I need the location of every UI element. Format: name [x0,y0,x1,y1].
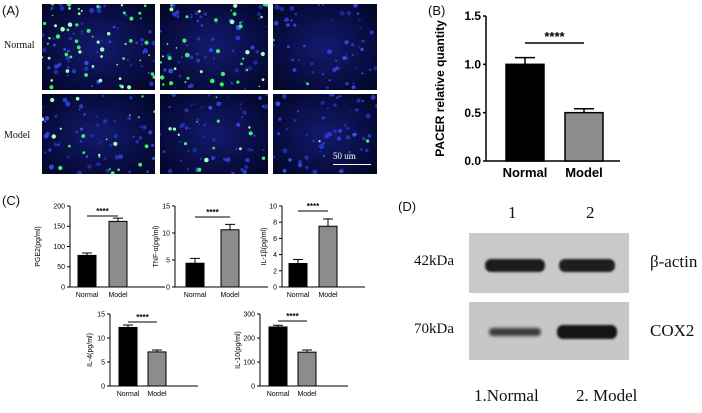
significance-stars: **** [544,29,565,44]
y-tick-label: 100 [53,244,65,251]
lane-label-2: 2 [586,203,595,222]
x-tick-label: Model [108,292,128,299]
bar-normal [118,326,138,387]
y-tick-label: 50 [57,264,65,271]
y-tick-label: 0 [251,383,255,390]
y-tick-label: 150 [53,224,65,231]
bar-normal [268,326,288,387]
y-axis-label: PACER relative quantity [433,20,447,157]
y-tick-label: 0 [166,284,170,291]
y-tick-label: 6 [273,236,277,243]
row-label-normal: Normal [4,40,35,51]
x-tick-label: Model [147,391,167,398]
y-tick-label: 5 [101,359,105,366]
y-axis-label: IL-10(pg/ml) [235,331,242,369]
y-tick-label: 0.0 [464,154,481,168]
y-tick-label: 5 [166,257,170,264]
chart-pge2: 0 50 100 150 200 PGE2(pg/ml) Normal Model **** [35,203,165,299]
protein-label-cox2: COX2 [650,321,695,340]
protein-label-actin: β-actin [650,252,698,271]
x-tick-label: Model [220,292,240,299]
y-tick-label: 8 [273,220,277,227]
y-tick-label: 1.5 [464,9,481,23]
x-tick-label: Normal [287,292,310,299]
panel-b-label: (B) [428,3,446,18]
x-tick-label: Normal [76,292,99,299]
y-axis-label: TNF-α(pg/ml) [153,226,160,268]
band-actin-2 [559,259,615,272]
band-actin-1 [485,259,545,272]
y-tick-label: 0 [61,284,65,291]
bar-normal [185,262,205,288]
scale-bar: 50 um [333,151,371,165]
x-tick-label: Model [318,292,338,299]
y-tick-label: 2 [273,268,277,275]
significance-stars: **** [136,313,149,322]
y-tick-label: 4 [273,252,277,259]
weight-label-70: 70kDa [414,321,454,337]
bar-model [147,351,167,387]
bar-model [108,220,128,288]
panel-c-label: (C) [2,193,21,208]
bar-model [318,225,338,288]
chart-tnf: 0 5 10 15 TNF-α(pg/ml) Normal Model **** [153,203,268,299]
y-tick-label: 200 [53,203,65,210]
y-tick-label: 15 [97,311,105,318]
bar-normal [77,254,97,288]
band-cox2-1 [489,328,541,336]
y-tick-label: 200 [243,335,255,342]
significance-stars: **** [206,208,219,217]
lane-label-1: 1 [508,203,517,222]
x-tick-label: Model [297,391,317,398]
x-tick-label: Normal [267,391,290,398]
y-axis-label: IL-1β(pg/ml) [261,228,268,266]
micrograph-model-1 [42,94,155,174]
panel-d-label: (D) [398,199,417,214]
micrograph-normal-3 [273,4,377,90]
y-tick-label: 300 [243,311,255,318]
significance-stars: **** [286,312,299,321]
y-tick-label: 10 [97,335,105,342]
x-tick-label: Normal [503,165,548,180]
y-tick-label: 100 [243,359,255,366]
scale-bar-label: 50 um [333,151,356,161]
y-tick-label: 0.5 [464,106,481,120]
y-axis-label: PGE2(pg/ml) [35,226,42,266]
y-tick-label: 0 [101,383,105,390]
chart-il10: 0 100 200 300 IL-10(pg/ml) Normal Model **** [235,311,348,398]
band-cox2-2 [557,325,617,339]
blot-cox2 [469,302,629,360]
row-label-model: Model [4,130,31,141]
bar-normal [505,63,545,162]
y-tick-label: 10 [269,203,277,210]
panel-a-label: (A) [2,3,20,18]
bar-normal [288,263,308,288]
x-tick-label: Model [565,165,603,180]
micrograph-normal-1 [42,4,155,90]
chart-il4: 0 5 10 15 IL-4(pg/ml) Normal Model **** [87,311,198,398]
scale-bar-line [333,164,371,165]
weight-label-42: 42kDa [414,253,454,269]
y-tick-label: 0 [273,284,277,291]
x-tick-label: Normal [117,391,140,398]
y-tick-label: 15 [162,203,170,210]
chart-il1b: 0 2 4 6 8 10 IL-1β(pg/ml) Normal Model **** [261,202,365,299]
micrograph-model-2 [160,94,268,174]
lane-legend-model: 2. Model [576,386,638,405]
y-tick-label: 10 [162,230,170,237]
micrograph-normal-2 [160,4,268,90]
blot-beta-actin [469,233,629,293]
bar-model [297,351,317,387]
bar-model [220,229,240,288]
significance-stars: **** [96,207,109,216]
bar-model [564,111,604,162]
micrograph-model-3 [273,94,377,174]
y-tick-label: 1.0 [464,58,481,72]
y-axis-label: IL-4(pg/ml) [87,333,94,367]
lane-legend-normal: 1.Normal [474,386,539,405]
chart-pacer: 0.0 0.5 1.0 1.5 PACER relative quantity Norma… [433,9,620,180]
x-tick-label: Normal [184,292,207,299]
significance-stars: **** [307,202,320,211]
